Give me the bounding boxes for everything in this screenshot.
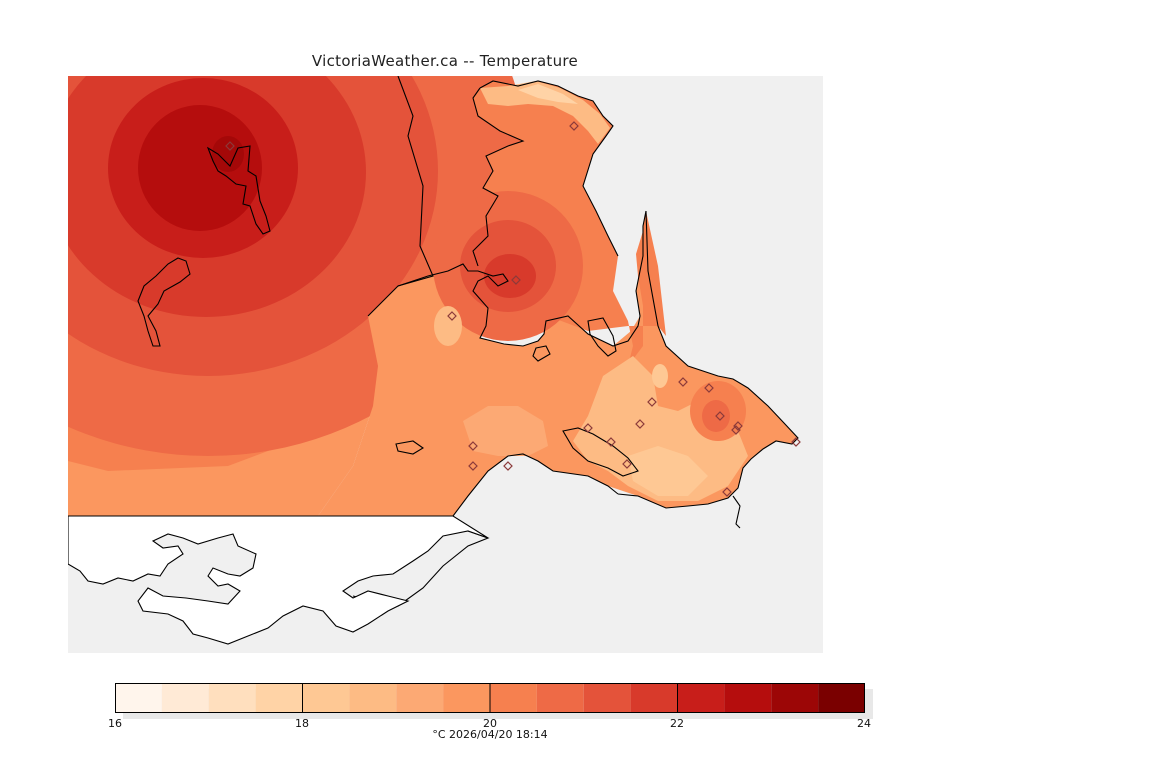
lake-outline-east xyxy=(587,317,617,357)
station-marker xyxy=(225,141,235,151)
colorbar xyxy=(115,683,873,719)
colorbar-band xyxy=(677,683,725,713)
station-marker xyxy=(606,437,616,447)
south-land-outline xyxy=(67,515,489,645)
colorbar-border xyxy=(115,683,865,713)
station-marker xyxy=(503,461,513,471)
coastline-north-top xyxy=(479,80,619,257)
station-marker xyxy=(715,411,725,421)
colorbar-band xyxy=(349,683,397,713)
coastline-north xyxy=(472,87,525,267)
colorbar-band xyxy=(443,683,490,713)
station-marker xyxy=(791,437,801,447)
west-temperature-field xyxy=(68,76,528,516)
colorbar-band xyxy=(771,683,819,713)
colorbar-band xyxy=(536,683,584,713)
station-marker xyxy=(468,441,478,451)
station-marker xyxy=(635,419,645,429)
colorbar-band xyxy=(396,683,444,713)
station-marker xyxy=(647,397,657,407)
colorbar-tick-label: 18 xyxy=(295,717,309,730)
colorbar-band xyxy=(115,683,162,713)
colorbar-band xyxy=(161,683,209,713)
colorbar-band xyxy=(302,683,350,713)
east-temperature-field xyxy=(318,81,798,516)
colorbar-svg xyxy=(115,683,873,719)
colorbar-tick-label: 16 xyxy=(108,717,122,730)
station-marker xyxy=(704,383,714,393)
colorbar-band xyxy=(630,683,678,713)
station-marker xyxy=(468,461,478,471)
station-marker xyxy=(722,487,732,497)
map-canvas xyxy=(67,75,823,653)
colorbar-tick-label: 20 xyxy=(483,717,497,730)
colorbar-band xyxy=(490,683,537,713)
colorbar-band xyxy=(208,683,256,713)
colorbar-tick-label: 22 xyxy=(670,717,684,730)
colorbar-band xyxy=(255,683,303,713)
station-marker xyxy=(447,311,457,321)
islet-outline xyxy=(395,440,425,455)
inland-lake-outline-2 xyxy=(137,257,191,347)
west-coast-mainland xyxy=(367,75,434,317)
station-marker xyxy=(511,275,521,285)
colorbar-band xyxy=(724,683,772,713)
station-marker xyxy=(731,425,741,435)
temperature-map xyxy=(67,75,823,653)
coastline-south xyxy=(352,453,619,607)
coastline-east-peninsula xyxy=(397,210,647,347)
station-marker xyxy=(622,459,632,469)
station-marker xyxy=(583,423,593,433)
colorbar-band xyxy=(583,683,631,713)
islet-south xyxy=(732,495,741,529)
inland-lake-outline xyxy=(206,145,271,235)
colorbar-caption: °C 2026/04/20 18:14 xyxy=(432,728,548,741)
station-marker xyxy=(569,121,579,131)
page-title: VictoriaWeather.ca -- Temperature xyxy=(311,52,579,70)
lake-outline-small xyxy=(532,345,551,362)
colorbar-band xyxy=(818,683,865,713)
coastline-east-shore xyxy=(617,210,799,509)
station-marker xyxy=(733,421,743,431)
colorbar-tick-label: 24 xyxy=(857,717,871,730)
station-marker xyxy=(678,377,688,387)
weather-stations xyxy=(225,121,801,497)
